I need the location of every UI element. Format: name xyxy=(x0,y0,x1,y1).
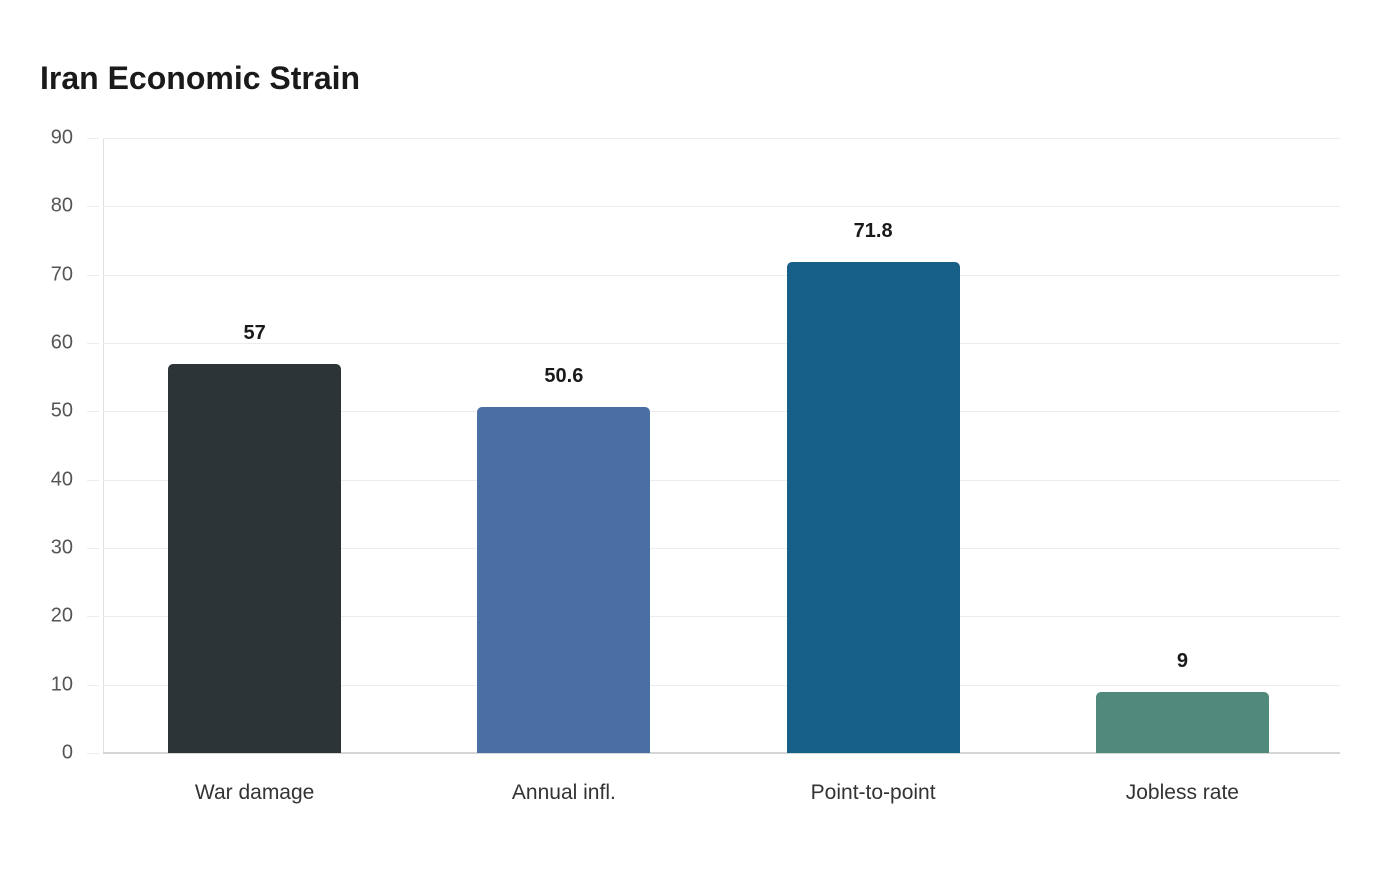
y-axis-line xyxy=(103,138,104,753)
y-tick xyxy=(87,684,99,686)
x-axis-line xyxy=(103,752,1340,754)
y-tick-label: 80 xyxy=(50,194,73,217)
y-tick-label: 60 xyxy=(50,331,73,354)
value-label: 71.8 xyxy=(853,220,893,243)
plot-area: 0 10 20 30 40 50 60 70 80 90 57 War damage 50.6 Annua… xyxy=(51,127,1340,804)
gridline xyxy=(103,274,1340,276)
x-category-label: Point-to-point xyxy=(810,781,936,804)
y-tick xyxy=(87,138,99,139)
y-tick xyxy=(87,343,99,344)
gridline xyxy=(103,411,1340,413)
y-tick xyxy=(87,479,99,481)
gridline xyxy=(103,206,1340,208)
y-tick-label: 20 xyxy=(50,604,73,627)
y-tick xyxy=(87,411,99,413)
y-tick-label: 70 xyxy=(50,263,73,286)
gridline xyxy=(103,138,1340,139)
gridline xyxy=(103,343,1340,344)
bar-point-to-point[interactable] xyxy=(786,262,960,753)
x-category-label: Jobless rate xyxy=(1125,781,1239,804)
gridline xyxy=(103,479,1340,481)
x-category-label: Annual infl. xyxy=(511,781,616,804)
y-tick-label: 50 xyxy=(50,399,73,422)
bar-war-damage[interactable] xyxy=(168,363,342,753)
chart-title: Iran Economic Strain xyxy=(40,60,361,96)
gridline xyxy=(103,616,1340,618)
value-label: 57 xyxy=(243,321,266,344)
y-tick-label: 10 xyxy=(50,673,73,696)
x-category-label: War damage xyxy=(194,781,315,804)
y-tick xyxy=(87,753,99,754)
y-tick-label: 90 xyxy=(50,126,73,149)
y-tick xyxy=(87,274,99,276)
y-tick-label: 0 xyxy=(61,741,73,764)
gridline xyxy=(103,548,1340,549)
y-tick xyxy=(87,616,99,618)
y-tick-label: 40 xyxy=(50,468,73,491)
bar-jobless-rate[interactable] xyxy=(1095,691,1269,753)
bar-annual-infl[interactable] xyxy=(477,407,651,753)
y-tick xyxy=(87,548,99,549)
y-tick xyxy=(87,206,99,208)
value-label: 9 xyxy=(1176,649,1188,672)
y-tick-label: 30 xyxy=(50,536,73,559)
value-label: 50.6 xyxy=(544,365,584,388)
gridline xyxy=(103,684,1340,686)
